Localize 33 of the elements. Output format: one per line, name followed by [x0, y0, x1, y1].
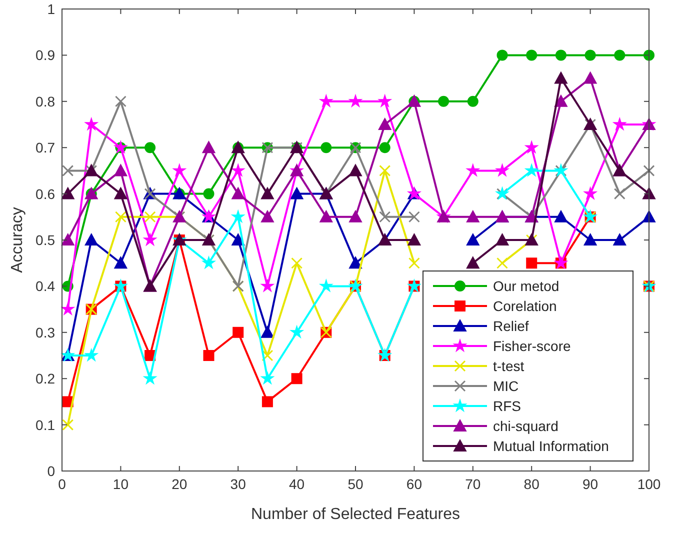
legend-label: Corelation: [493, 298, 557, 314]
legend-label: RFS: [493, 398, 521, 414]
y-axis-title: Accuracy: [9, 207, 26, 273]
legend-label: t-test: [493, 358, 524, 374]
x-tick-label: 80: [524, 476, 540, 492]
x-tick-label: 0: [58, 476, 66, 492]
x-tick-label: 20: [172, 476, 188, 492]
x-tick-label: 90: [582, 476, 598, 492]
x-axis-title: Number of Selected Features: [251, 506, 460, 523]
legend-label: MIC: [493, 378, 519, 394]
x-tick-label: 50: [348, 476, 364, 492]
legend-label: Our metod: [493, 278, 560, 294]
x-tick-label: 10: [112, 476, 129, 492]
x-tick-label: 40: [289, 476, 305, 492]
y-tick-label: 0.3: [36, 324, 56, 340]
y-tick-label: 0.9: [36, 47, 56, 64]
y-tick-label: 0: [47, 463, 56, 479]
y-tick-label: 0.5: [36, 232, 56, 248]
legend-label: Fisher-score: [493, 338, 572, 354]
x-tick-label: 100: [637, 476, 661, 492]
y-tick-label: 0.2: [36, 370, 56, 387]
x-tick-label: 30: [230, 476, 246, 492]
y-tick-label: 0.7: [36, 140, 56, 156]
y-tick-label: 0.1: [36, 416, 56, 433]
legend-label: chi-squard: [493, 418, 558, 434]
y-tick-label: 0.4: [36, 278, 56, 294]
legend-label: Mutual Information: [493, 438, 609, 454]
y-tick-label: 0.8: [36, 93, 56, 110]
x-tick-label: 70: [465, 476, 481, 492]
y-tick-label: 1: [47, 1, 56, 17]
x-tick-label: 60: [406, 476, 422, 492]
y-tick-label: 0.6: [36, 186, 56, 202]
legend-label: Relief: [493, 318, 529, 334]
